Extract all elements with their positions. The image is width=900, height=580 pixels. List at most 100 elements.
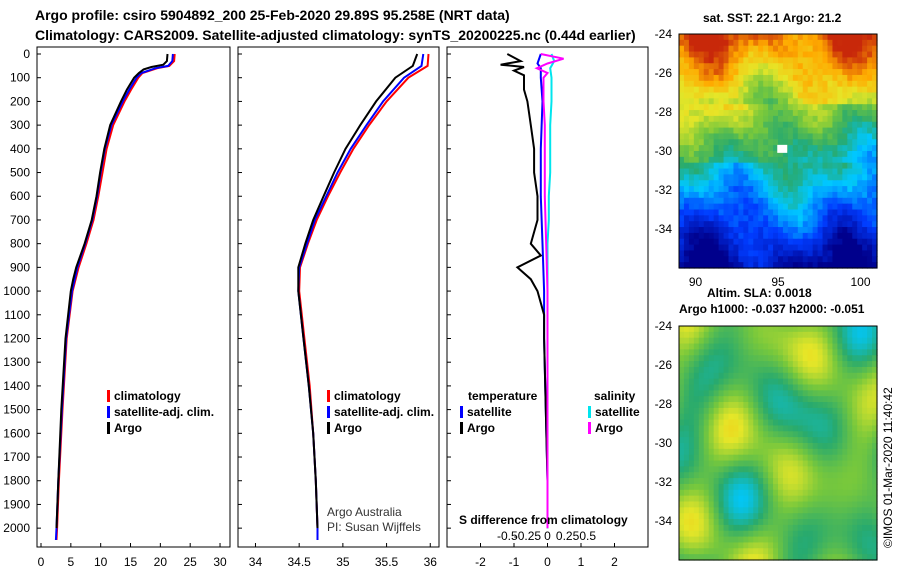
sst-cell — [693, 209, 700, 216]
sla-cell — [728, 361, 735, 368]
sla-cell — [847, 384, 853, 391]
sst-cell — [802, 104, 809, 111]
sst-cell — [782, 98, 789, 105]
sst-cell — [862, 110, 868, 117]
sst-cell — [797, 232, 804, 240]
sla-cell — [733, 331, 739, 339]
sla-cell — [872, 460, 878, 467]
sst-cell — [698, 121, 705, 129]
sst-cell — [862, 104, 868, 111]
sla-cell — [708, 536, 715, 544]
sst-cell — [773, 186, 779, 193]
sla-cell — [728, 554, 735, 561]
sla-cell — [867, 478, 873, 485]
sst-cell — [802, 151, 809, 158]
sla-cell — [832, 431, 838, 438]
sst-cell — [733, 51, 739, 58]
sla-cell — [857, 542, 863, 549]
sst-cell — [857, 162, 863, 170]
sst-cell — [723, 86, 730, 94]
sst-cell — [758, 145, 764, 152]
sst-cell — [758, 69, 764, 76]
sla-cell — [683, 326, 690, 333]
sst-cell — [728, 197, 735, 205]
sla-cell — [708, 460, 715, 467]
sst-cell — [748, 57, 754, 64]
sla-cell — [708, 524, 715, 532]
sla-cell — [847, 361, 853, 368]
sla-cell — [728, 536, 735, 544]
sst-cell — [718, 127, 725, 135]
sla-cell — [743, 501, 749, 508]
sla-cell — [748, 402, 754, 409]
sst-cell — [768, 110, 774, 117]
sst-cell — [723, 45, 730, 53]
sst-cell — [679, 110, 685, 117]
sla-cell — [679, 443, 685, 450]
legend-swatch-climatology — [327, 390, 330, 402]
sst-cell — [782, 127, 789, 135]
sst-cell — [862, 127, 868, 135]
sst-cell — [867, 262, 873, 269]
sla-cell — [679, 419, 685, 427]
sst-cell — [782, 262, 789, 269]
sst-cell — [698, 215, 705, 222]
sla-cell — [683, 372, 690, 380]
sla-cell — [743, 372, 749, 380]
sst-cell — [698, 191, 705, 199]
sst-cell — [753, 203, 759, 211]
sst-cell — [782, 51, 789, 58]
sla-cell — [812, 483, 819, 491]
sla-cell — [728, 519, 735, 526]
sst-cell — [753, 250, 759, 257]
sst-cell — [718, 162, 725, 170]
sla-cell — [797, 425, 804, 432]
sla-cell — [748, 407, 754, 415]
sla-cell — [708, 425, 715, 432]
sst-cell — [688, 250, 695, 257]
sst-cell — [812, 221, 819, 228]
sst-map-title: sat. SST: 22.1 Argo: 21.2 — [703, 11, 842, 25]
sst-cell — [688, 221, 695, 228]
sst-cell — [852, 80, 858, 88]
sst-cell — [693, 156, 700, 164]
sst-cell — [703, 80, 710, 88]
sla-cell — [787, 378, 794, 386]
sla-cell — [797, 472, 804, 479]
sla-cell — [743, 483, 749, 491]
sla-cell — [743, 554, 749, 561]
sst-cell — [683, 262, 690, 269]
sst-cell — [723, 180, 730, 187]
sla-cell — [862, 501, 868, 508]
depth-tick-label: 500 — [10, 166, 30, 180]
sst-cell — [847, 151, 853, 158]
sst-cell — [812, 139, 819, 146]
sla-cell — [708, 554, 715, 561]
sst-cell — [708, 238, 715, 246]
sla-cell — [837, 372, 843, 380]
sla-cell — [797, 478, 804, 485]
sla-cell — [703, 378, 710, 386]
sla-cell — [773, 355, 779, 362]
sst-cell — [782, 156, 789, 164]
sst-cell — [763, 232, 769, 240]
sst-cell — [679, 197, 685, 205]
sst-cell — [748, 45, 754, 53]
sla-cell — [758, 501, 764, 508]
sst-cell — [807, 221, 814, 228]
sla-cell — [693, 372, 700, 380]
sst-cell — [802, 45, 809, 53]
sla-cell — [807, 460, 814, 467]
sla-cell — [679, 554, 685, 561]
sst-cell — [698, 203, 705, 211]
sla-cell — [812, 513, 819, 520]
sst-cell — [748, 209, 754, 216]
sst-cell — [718, 203, 725, 211]
sst-cell — [688, 262, 695, 269]
sst-cell — [807, 104, 814, 111]
sla-cell — [807, 519, 814, 526]
sla-cell — [753, 326, 759, 333]
sla-cell — [698, 542, 705, 549]
sla-cell — [872, 501, 878, 508]
sst-cell — [743, 151, 749, 158]
